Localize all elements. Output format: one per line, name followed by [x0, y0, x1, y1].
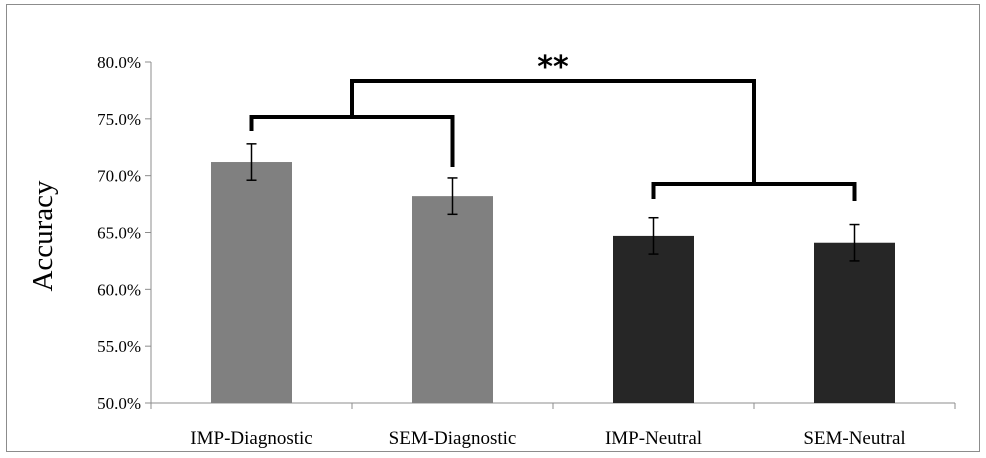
bar	[211, 162, 292, 403]
y-axis-label: Accuracy	[27, 180, 59, 292]
y-tick-label: 70.0%	[97, 167, 141, 186]
y-tick-label: 65.0%	[97, 224, 141, 243]
bracket-neutral	[651, 182, 857, 201]
y-tick-label: 50.0%	[97, 394, 141, 413]
x-category-label: SEM-Diagnostic	[389, 428, 517, 449]
bar	[814, 242, 895, 403]
x-category-label: IMP-Neutral	[605, 428, 702, 449]
x-category-label: SEM-Neutral	[803, 428, 905, 449]
bar	[613, 235, 694, 403]
y-tick-label: 55.0%	[97, 337, 141, 356]
significance-annotation: **	[537, 50, 569, 85]
bracket-diagnostic	[249, 115, 455, 167]
x-category-label: IMP-Diagnostic	[190, 428, 312, 449]
bracket-group-comparison	[350, 79, 756, 184]
y-tick-label: 75.0%	[97, 110, 141, 129]
bar	[412, 196, 493, 403]
y-tick-label: 80.0%	[97, 53, 141, 72]
y-tick-label: 60.0%	[97, 280, 141, 299]
